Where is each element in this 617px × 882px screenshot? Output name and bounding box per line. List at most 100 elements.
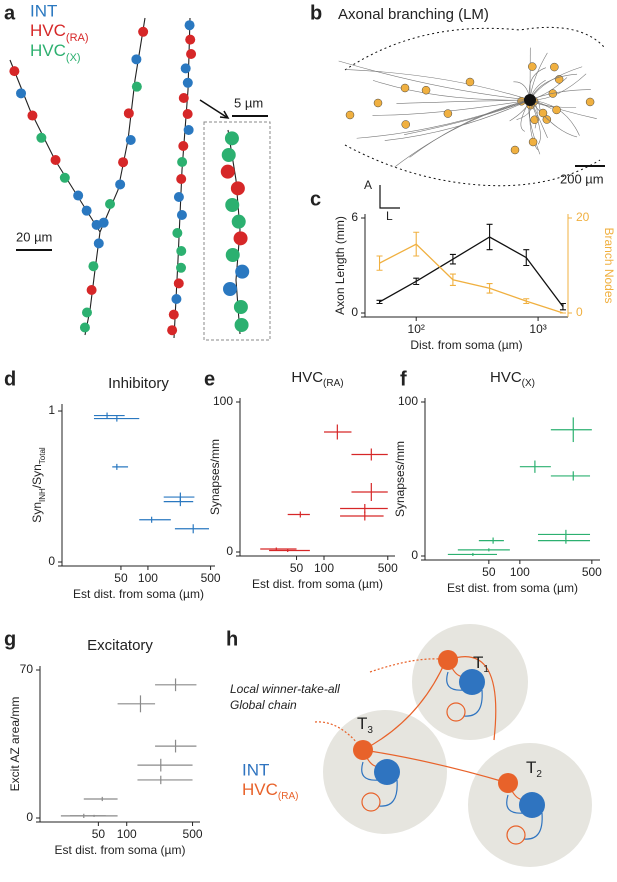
y-tick-label: 6 [351,210,358,224]
synapse [235,264,250,279]
synapse [233,231,248,246]
scale-text: 5 µm [234,95,263,110]
legend-int: INT [30,1,57,20]
int-cell [519,792,545,818]
h-label: Local winner-take-all [230,682,340,696]
panel-label: a [4,2,16,24]
x-tick-label: 500 [183,827,203,841]
node-label: T1 [473,653,489,675]
axon [384,99,531,141]
axon [409,99,531,158]
synapse [234,318,249,332]
axis [36,666,200,823]
axon [529,89,591,101]
axon [404,99,531,136]
legend-text: HVC [242,780,278,799]
chart-title-text: HVC [291,369,323,386]
x-tick-label: 500 [201,571,221,585]
x-tick-label: 10³ [529,322,546,336]
axon [372,99,531,116]
legend-text: HVC [30,21,66,40]
int-cell [459,669,485,695]
y-tick-label: 0 [226,544,233,558]
branch-node [550,62,559,72]
y-axis-label-part: Syn [30,502,44,523]
y-tick-label: 100 [213,394,233,408]
branch-node [528,62,537,71]
axon [394,99,531,168]
synapse [180,63,191,74]
axon [338,60,531,101]
x-axis-label: Est dist. from soma (µm) [447,581,578,595]
error-bar [559,302,566,311]
self-loop [446,702,466,722]
branch-node [510,145,520,155]
axis [421,398,600,561]
branch-node [373,98,383,108]
chart-title-text: HVC [490,369,522,386]
x-tick-label: 500 [582,565,602,579]
branch-node [538,108,548,118]
branch-node [528,137,538,147]
y-axis-label: Synapses/mm [208,439,222,515]
x-tick-label: 50 [290,561,304,575]
synapse [115,179,126,190]
chain [362,656,509,784]
node-label: T2 [526,758,542,780]
branch-node [585,97,595,107]
y-axis-label: Excit AZ area/mm [8,697,22,792]
node-text: T [357,714,367,733]
y-tick-label: 0 [351,305,358,319]
synapse [176,210,187,220]
synapse [182,109,193,119]
error-bar [523,249,530,267]
synapse [224,131,239,146]
branch-node [552,105,561,115]
x-axis-label: Dist. from soma (µm) [410,338,522,352]
synapse [16,88,27,99]
synapse [233,300,248,314]
x-tick-label: 100 [138,571,158,585]
synapse [167,325,178,336]
node-text: T [473,653,483,672]
panel-label: f [400,368,407,390]
branch-node [400,83,410,93]
y-tick-label: 100 [398,394,418,408]
panel-title: Axonal branching (LM) [338,6,489,23]
synapse [230,181,245,196]
error-bar [486,283,493,294]
y-axis-label: Synapses/mm [393,441,407,517]
chart-title: Excitatory [87,637,153,654]
chart-title-sub: (RA) [323,378,344,389]
chart-title-sub: (X) [522,378,535,389]
synapse [36,132,47,143]
synapse [183,125,194,135]
orient-a: A [364,178,372,192]
outline [344,144,601,187]
legend-text: HVC [30,41,66,60]
synapse [81,205,92,216]
connection [523,812,543,840]
synapse [178,93,189,103]
chart-title: Inhibitory [108,375,169,392]
branch-node [421,85,431,95]
panel-label: e [204,368,215,390]
synapse [173,192,184,202]
legend-hvcra: HVC(RA) [30,21,89,43]
x-tick-label: 100 [510,565,530,579]
synapse [118,157,129,168]
synapse [79,322,90,333]
synapse [178,141,189,151]
node-text: T [526,758,536,777]
error-bar [449,253,456,265]
chain-in [314,658,449,751]
x-tick-label: 50 [92,827,106,841]
neurite [99,17,146,233]
y2-tick-label: 20 [576,210,590,224]
node-label: T3 [357,714,373,736]
connection [506,794,525,814]
node-sub: 3 [367,725,373,736]
connection [378,779,398,807]
panel-label: h [226,628,238,650]
synapse [185,34,196,45]
